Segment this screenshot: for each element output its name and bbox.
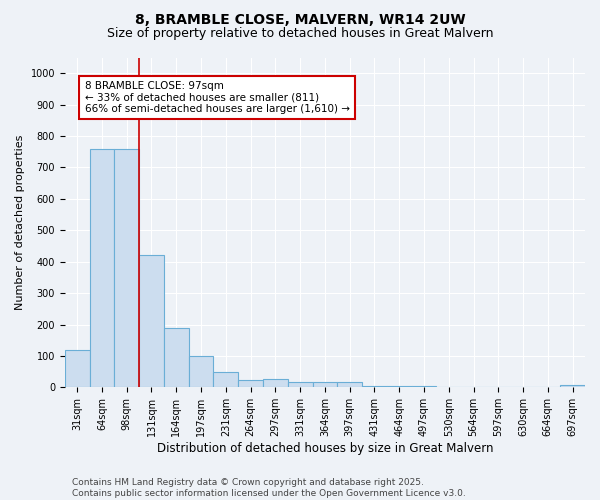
Bar bbox=[362, 386, 387, 388]
Bar bbox=[188, 356, 214, 388]
Bar bbox=[337, 382, 362, 388]
Bar bbox=[412, 386, 436, 388]
Bar bbox=[89, 148, 115, 388]
Bar bbox=[313, 382, 337, 388]
Text: Size of property relative to detached houses in Great Malvern: Size of property relative to detached ho… bbox=[107, 28, 493, 40]
Bar bbox=[115, 148, 139, 388]
Bar bbox=[139, 256, 164, 388]
Bar bbox=[560, 385, 585, 388]
Bar bbox=[164, 328, 188, 388]
Text: Contains HM Land Registry data © Crown copyright and database right 2025.
Contai: Contains HM Land Registry data © Crown c… bbox=[72, 478, 466, 498]
Bar bbox=[214, 372, 238, 388]
Text: 8, BRAMBLE CLOSE, MALVERN, WR14 2UW: 8, BRAMBLE CLOSE, MALVERN, WR14 2UW bbox=[134, 12, 466, 26]
Bar bbox=[387, 386, 412, 388]
Bar bbox=[288, 382, 313, 388]
Y-axis label: Number of detached properties: Number of detached properties bbox=[15, 134, 25, 310]
X-axis label: Distribution of detached houses by size in Great Malvern: Distribution of detached houses by size … bbox=[157, 442, 493, 455]
Bar bbox=[238, 380, 263, 388]
Bar bbox=[65, 350, 89, 388]
Bar bbox=[263, 380, 288, 388]
Text: 8 BRAMBLE CLOSE: 97sqm
← 33% of detached houses are smaller (811)
66% of semi-de: 8 BRAMBLE CLOSE: 97sqm ← 33% of detached… bbox=[85, 81, 350, 114]
